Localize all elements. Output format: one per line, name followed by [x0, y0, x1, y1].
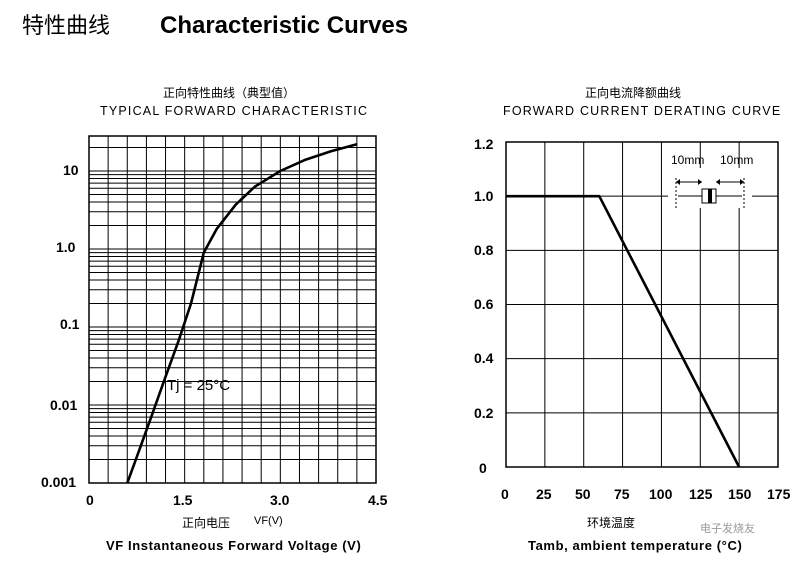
y-tick-label: 1.0 [56, 239, 76, 255]
y-tick-label: 0.01 [50, 397, 78, 413]
forward-chart-title-cn: 正向特性曲线（典型值） [163, 86, 296, 100]
x-tick-label: 100 [649, 486, 673, 502]
inset-label-right: 10mm [720, 153, 754, 167]
x-tick-label: 125 [689, 486, 713, 502]
watermark-text: 电子发烧友 [700, 522, 755, 535]
y-tick-label: 1.0 [474, 188, 494, 204]
y-tick-label: 0 [479, 460, 487, 476]
y-tick-label: 0.6 [474, 296, 494, 312]
derating-chart-title-cn: 正向电流降额曲线 [585, 86, 682, 100]
forward-chart-title: TYPICAL FORWARD CHARACTERISTIC [100, 104, 369, 118]
diode-inset-diagram [668, 168, 752, 208]
forward-chart-series [126, 143, 358, 484]
x-tick-label: 3.0 [270, 492, 290, 508]
x-tick-label: 4.5 [368, 492, 388, 508]
derating-chart-title: FORWARD CURRENT DERATING CURVE [503, 104, 782, 118]
y-tick-label: 0.001 [41, 474, 77, 490]
derating-chart-grid [505, 141, 779, 468]
forward-xlabel: VF Instantaneous Forward Voltage (V) [106, 538, 362, 553]
x-tick-label: 75 [614, 486, 630, 502]
y-tick-label: 0.1 [60, 316, 80, 332]
page-title-cn: 特性曲线 [22, 14, 111, 39]
plot-frame [505, 141, 779, 468]
page-title-en: Characteristic Curves [160, 12, 409, 39]
y-tick-label: 0.4 [474, 350, 494, 366]
inset-label-left: 10mm [671, 153, 705, 167]
derating-xlabel-cn: 环境温度 [587, 516, 636, 530]
y-tick-label: 0.2 [474, 405, 494, 421]
x-tick-label: 150 [728, 486, 752, 502]
y-tick-label: 0.8 [474, 242, 494, 258]
plot-frame [88, 135, 377, 484]
forward-chart-grid [88, 135, 377, 484]
x-tick-label: 0 [501, 486, 509, 502]
x-tick-label: 175 [767, 486, 791, 502]
derating-xlabel: Tamb, ambient temperature (°C) [528, 538, 743, 553]
derating-curve [506, 194, 741, 468]
x-tick-label: 25 [536, 486, 552, 502]
forward-xlabel-unit: VF(V) [254, 515, 283, 527]
y-tick-label: 1.2 [474, 136, 494, 152]
x-tick-label: 1.5 [173, 492, 193, 508]
x-tick-label: 0 [86, 492, 94, 508]
forward-curve [126, 143, 358, 484]
x-tick-label: 50 [575, 486, 591, 502]
forward-xlabel-cn: 正向电压 [182, 516, 231, 530]
derating-chart-series [506, 194, 741, 468]
y-tick-label: 10 [63, 162, 79, 178]
